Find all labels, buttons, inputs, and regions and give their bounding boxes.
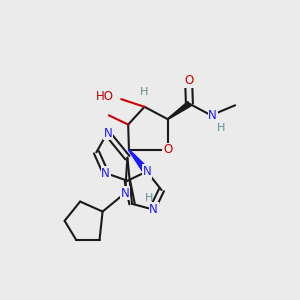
Text: N: N [208,109,217,122]
Text: H: H [140,87,148,97]
Text: HO: HO [96,90,114,103]
Text: H: H [145,193,153,203]
Text: N: N [121,187,130,200]
Text: O: O [184,74,193,87]
Text: N: N [101,167,110,180]
Text: N: N [142,165,151,178]
Text: N: N [104,127,112,140]
Text: H: H [217,123,225,134]
Text: O: O [163,143,172,157]
Text: N: N [149,203,158,216]
Polygon shape [129,150,149,174]
Polygon shape [167,102,191,119]
